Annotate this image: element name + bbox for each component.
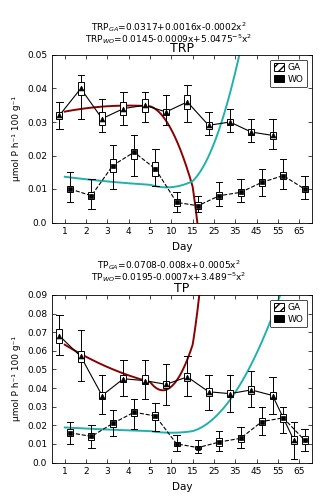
Legend: GA, WO: GA, WO [270, 60, 307, 88]
Bar [270, 132, 276, 138]
Bar [174, 442, 180, 446]
Bar [206, 122, 212, 128]
Bar [57, 112, 62, 118]
Bar [152, 162, 158, 175]
Y-axis label: μmol P h⁻¹ 100 g⁻¹: μmol P h⁻¹ 100 g⁻¹ [12, 96, 21, 181]
Bar [131, 408, 137, 416]
Bar [57, 328, 62, 344]
Bar [142, 375, 148, 384]
Bar [120, 375, 126, 382]
Bar [259, 179, 265, 186]
Bar [248, 386, 254, 394]
Bar [67, 429, 73, 436]
Bar [302, 186, 307, 192]
Bar [227, 390, 233, 398]
Bar [78, 351, 84, 362]
Bar [163, 380, 169, 388]
X-axis label: Day: Day [172, 242, 192, 252]
Bar [110, 159, 116, 172]
Bar [291, 436, 297, 444]
Bar [206, 388, 212, 396]
Bar [78, 82, 84, 95]
Bar [184, 373, 190, 380]
Bar [238, 434, 244, 442]
Bar [152, 412, 158, 420]
Bar [174, 199, 180, 206]
Title: TP: TP [175, 282, 189, 295]
Bar [195, 446, 201, 450]
Title: TRP: TRP [170, 42, 194, 55]
Text: TP$_{GA}$=0.0708-0.008x+0.0005x$^2$: TP$_{GA}$=0.0708-0.008x+0.0005x$^2$ [97, 258, 241, 272]
Bar [99, 392, 105, 399]
Bar [238, 189, 244, 196]
Bar [88, 432, 94, 440]
Bar [280, 414, 286, 422]
Bar [270, 392, 276, 399]
Bar [184, 95, 190, 108]
Bar [248, 128, 254, 136]
Bar [195, 202, 201, 209]
Bar [131, 149, 137, 159]
Text: TRP$_{WO}$=0.0145-0.0009x+5.0475$^{-5}$x$^2$: TRP$_{WO}$=0.0145-0.0009x+5.0475$^{-5}$x… [85, 32, 253, 46]
Bar [216, 192, 222, 199]
Bar [142, 98, 148, 112]
Legend: GA, WO: GA, WO [270, 300, 307, 328]
Bar [99, 112, 105, 126]
Text: TP$_{WO}$=0.0195-0.0007x+3.489$^{-5}$x$^2$: TP$_{WO}$=0.0195-0.0007x+3.489$^{-5}$x$^… [91, 270, 247, 284]
Bar [120, 102, 126, 116]
Y-axis label: μmol P h⁻¹ 100 g⁻¹: μmol P h⁻¹ 100 g⁻¹ [12, 336, 21, 421]
Bar [259, 418, 265, 426]
X-axis label: Day: Day [172, 482, 192, 492]
Bar [280, 172, 286, 179]
Text: TRP$_{GA}$=0.0317+0.0016x-0.0002x$^2$: TRP$_{GA}$=0.0317+0.0016x-0.0002x$^2$ [91, 20, 247, 34]
Bar [302, 436, 307, 444]
Bar [227, 118, 233, 126]
Bar [110, 420, 116, 427]
Bar [88, 192, 94, 199]
Bar [216, 438, 222, 446]
Bar [163, 108, 169, 116]
Bar [67, 186, 73, 192]
